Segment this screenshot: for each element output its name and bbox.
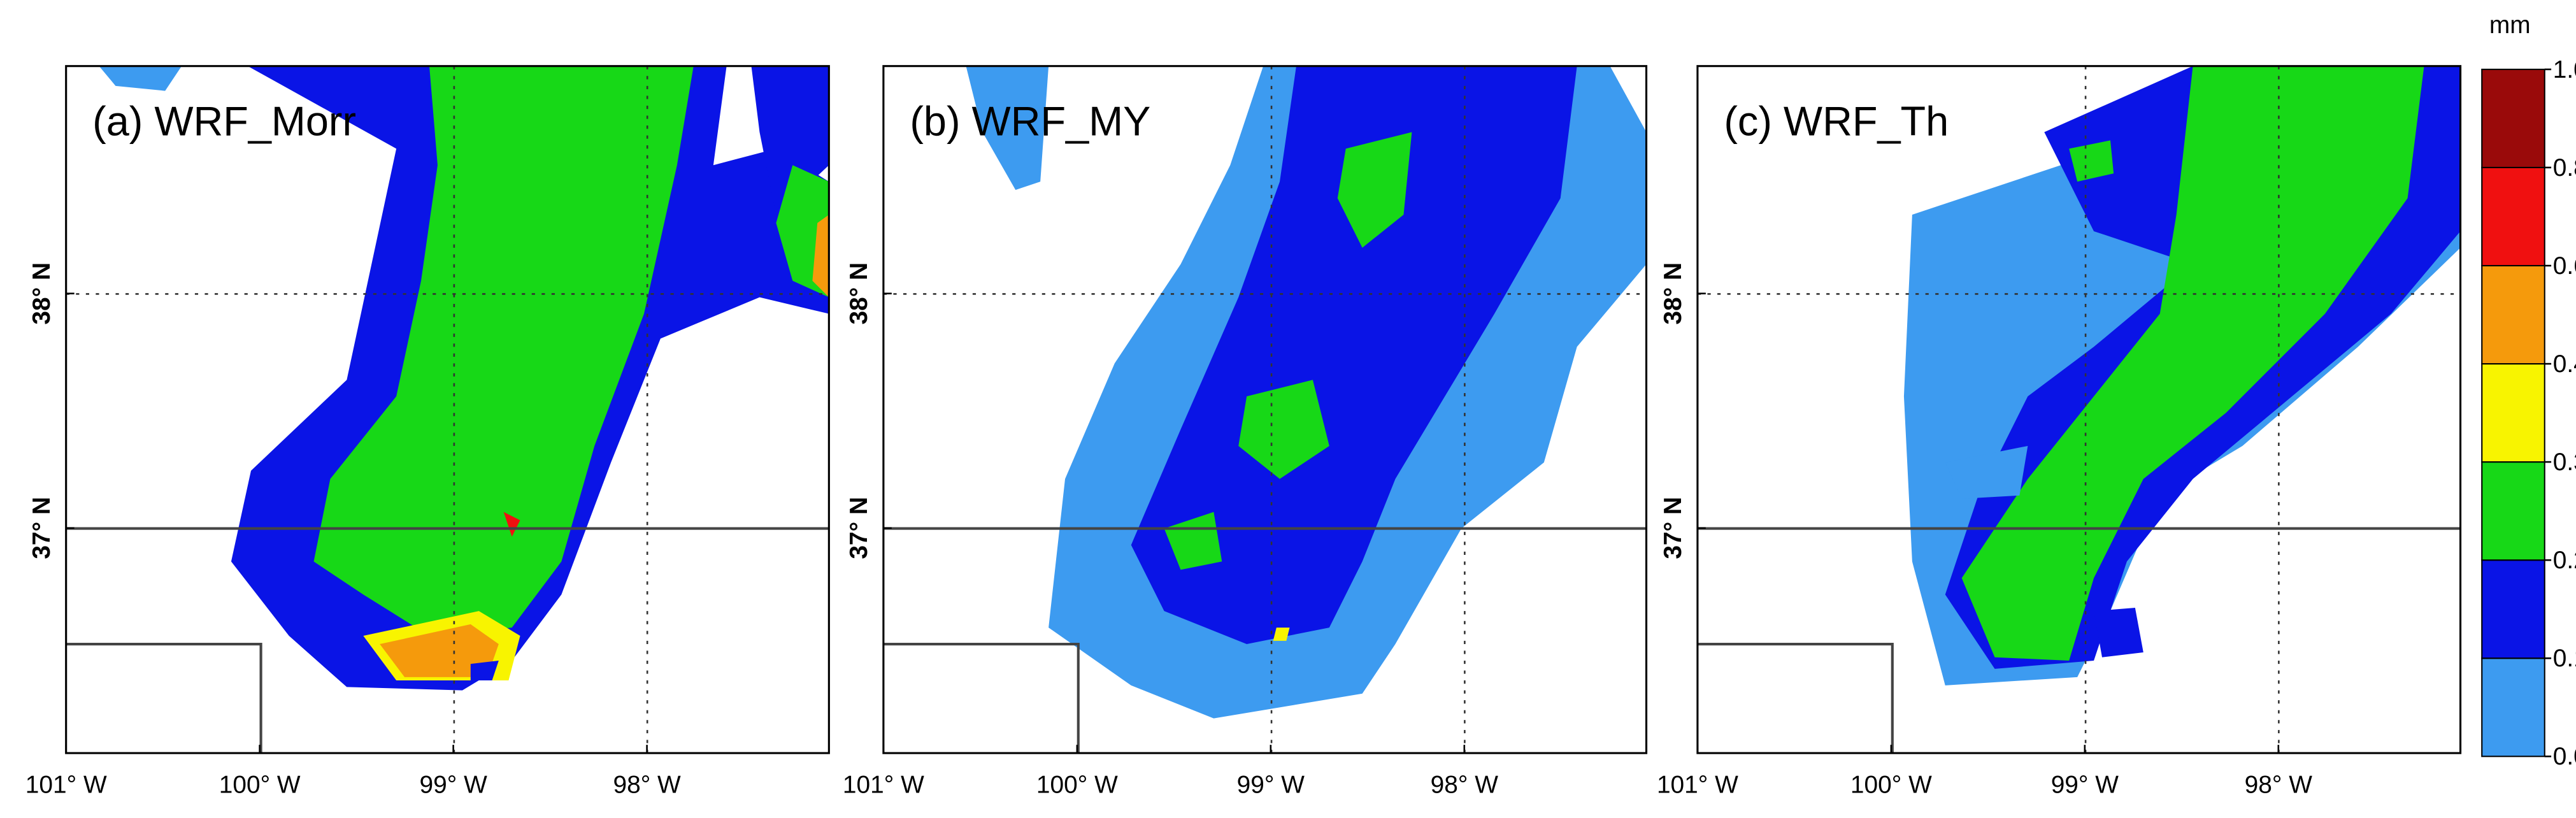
colorbar-box: [2481, 166, 2545, 267]
x-tick-label: 101° W: [25, 771, 107, 798]
precip-field: [1903, 66, 2461, 685]
panel: [1696, 65, 2462, 754]
precip-level: [1961, 66, 2424, 661]
colorbar-tick-label: 0.0: [2553, 743, 2576, 770]
colorbar-tick-label: 0.1: [2553, 645, 2576, 672]
y-tick-label: 37° N: [1659, 497, 1687, 559]
colorbar-unit: mm: [2489, 11, 2531, 39]
precip-level: [966, 66, 1049, 190]
precip-level: [1164, 512, 1222, 570]
x-tick-label: 99° W: [2051, 771, 2119, 798]
colorbar-tick-label: 0.4: [2553, 350, 2576, 378]
precip-level: [503, 512, 520, 537]
colorbar-tick-label: 1.0: [2553, 56, 2576, 83]
colorbar-tick-label: 0.2: [2553, 547, 2576, 574]
panel-title: (c) WRF_Th: [1724, 98, 1949, 145]
precip-level: [2094, 607, 2143, 657]
precip-level: [99, 66, 182, 91]
x-tick-label: 100° W: [219, 771, 301, 798]
colorbar-box: [2481, 264, 2545, 365]
colorbar-tick-label: 0.3: [2553, 448, 2576, 476]
x-tick-label: 98° W: [613, 771, 681, 798]
x-tick-label: 101° W: [1657, 771, 1738, 798]
panel: [882, 65, 1648, 754]
colorbar-box: [2481, 68, 2545, 168]
y-tick-label: 38° N: [845, 262, 873, 325]
colorbar: 0.0 0.1 0.2 0.3 0.4 0.6 0.8 1.0: [2481, 56, 2576, 770]
x-tick-label: 100° W: [1036, 771, 1118, 798]
panel-title: (a) WRF_Morr: [92, 98, 356, 145]
x-tick-label: 99° W: [419, 771, 487, 798]
precip-level: [2069, 140, 2114, 182]
colorbar-box: [2481, 363, 2545, 463]
precip-field: [966, 66, 1647, 719]
x-tick-label: 98° W: [2245, 771, 2313, 798]
x-tick-label: 99° W: [1237, 771, 1305, 798]
precip-level: [470, 660, 499, 681]
precip-level: [1238, 380, 1329, 479]
precip-level: [1131, 66, 1577, 645]
colorbar-box: [2481, 657, 2545, 757]
precip-level: [1273, 628, 1290, 641]
colorbar-tick-label: 0.6: [2553, 252, 2576, 280]
x-tick-label: 98° W: [1431, 771, 1499, 798]
colorbar-box: [2481, 559, 2545, 659]
precip-level: [380, 624, 499, 677]
precip-field: [99, 66, 829, 691]
panel-title: (b) WRF_MY: [910, 98, 1150, 145]
x-tick-label: 100° W: [1850, 771, 1932, 798]
precip-level: [1945, 445, 2028, 499]
x-tick-label: 101° W: [843, 771, 924, 798]
y-tick-label: 37° N: [845, 497, 873, 559]
precip-level: [1337, 132, 1412, 248]
panel: [65, 65, 830, 754]
y-tick-label: 38° N: [1659, 262, 1687, 325]
precip-level: [313, 66, 694, 636]
colorbar-tick-label: 0.8: [2553, 154, 2576, 182]
y-tick-label: 37° N: [28, 497, 55, 559]
precip-level: [812, 215, 829, 298]
colorbar-box: [2481, 461, 2545, 561]
y-tick-label: 38° N: [28, 262, 55, 325]
